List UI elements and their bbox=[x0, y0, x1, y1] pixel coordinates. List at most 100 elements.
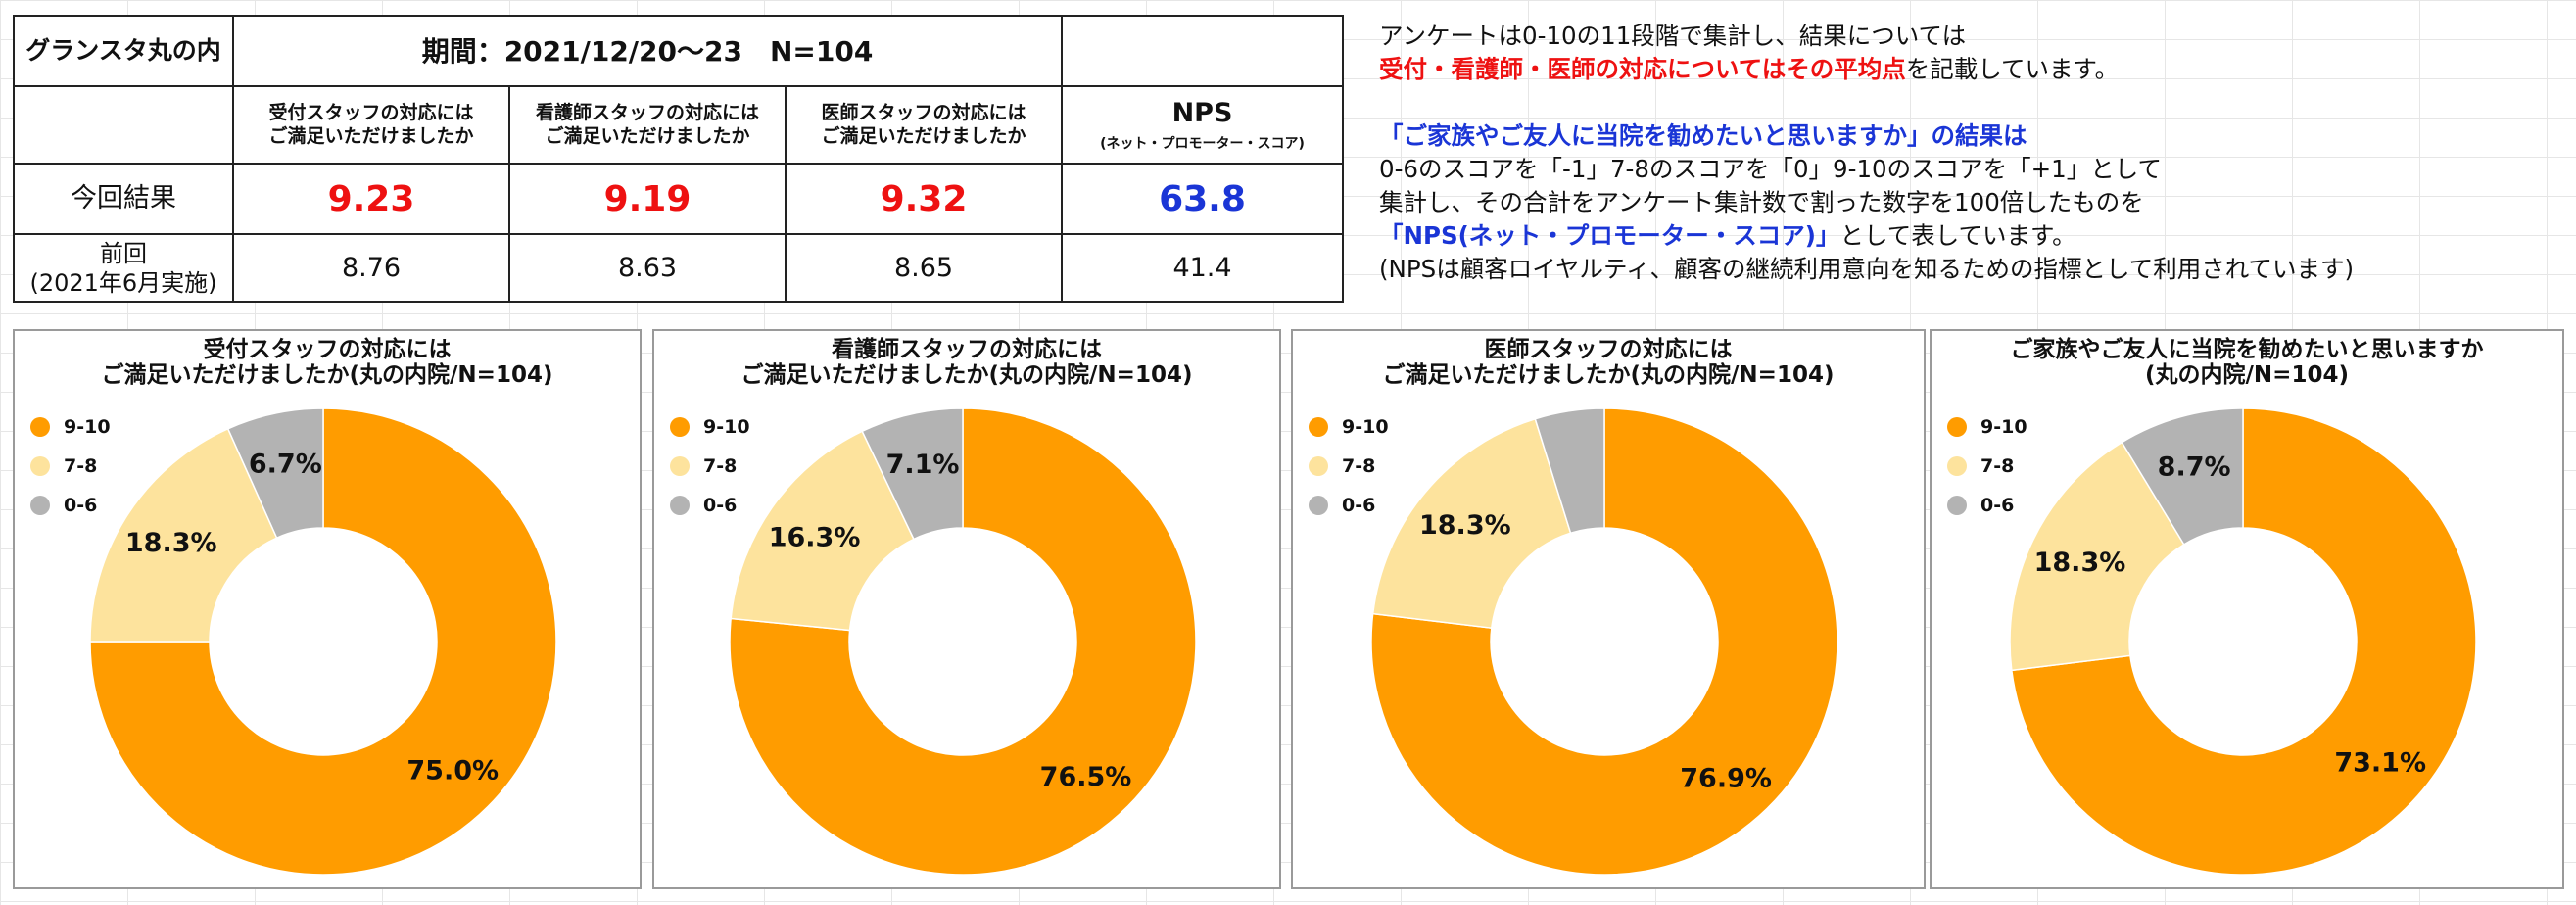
previous-label-line: (2021年6月実施) bbox=[29, 268, 217, 297]
note-line: 集計し、その合計をアンケート集計数で割った数字を100倍したものを bbox=[1379, 188, 2144, 216]
slice-7-8 bbox=[730, 430, 915, 632]
slice-0-6 bbox=[861, 407, 964, 541]
donut-chart: 73.1% 18.3% 8.7% bbox=[2009, 407, 2477, 876]
note-line: 「NPS(ネット・プロモーター・スコア)」として表しています。 bbox=[1379, 219, 2564, 253]
legend-item-9-10: 9-10 bbox=[1309, 407, 1389, 447]
slice-9-10 bbox=[2010, 407, 2477, 876]
legend-item-7-8: 7-8 bbox=[1947, 447, 2027, 486]
note-line: アンケートは0-10の11段階で集計し、結果については bbox=[1379, 22, 1967, 50]
legend-label: 9-10 bbox=[1342, 416, 1389, 438]
question-line: ご満足いただけましたか bbox=[268, 124, 474, 147]
note-line: 受付・看護師・医師の対応についてはその平均点を記載しています。 bbox=[1379, 53, 2564, 86]
question-doctor: 医師スタッフの対応には ご満足いただけましたか bbox=[785, 85, 1063, 165]
note-text: を記載しています。 bbox=[1905, 55, 2120, 83]
chart-reception: 受付スタッフの対応には ご満足いただけましたか(丸の内院/N=104) 9-10… bbox=[13, 329, 642, 889]
legend-label: 7-8 bbox=[1980, 455, 2015, 477]
data-label-7-8: 18.3% bbox=[125, 528, 217, 558]
legend-item-7-8: 7-8 bbox=[1309, 447, 1389, 486]
data-label-0-6: 6.7% bbox=[249, 450, 322, 480]
chart-legend: 9-10 7-8 0-6 bbox=[1947, 407, 2027, 525]
data-label-0-6: 8.7% bbox=[2158, 452, 2231, 482]
legend-label: 9-10 bbox=[1980, 416, 2027, 438]
legend-label: 9-10 bbox=[64, 416, 111, 438]
note-line: (NPSは顧客ロイヤルティ、顧客の継続利用意向を知るための指標として利用されてい… bbox=[1379, 255, 2355, 283]
legend-item-7-8: 7-8 bbox=[670, 447, 750, 486]
current-reception-score: 9.23 bbox=[232, 163, 510, 235]
legend-item-0-6: 0-6 bbox=[670, 486, 750, 525]
data-label-9-10: 76.5% bbox=[1040, 762, 1132, 792]
legend-swatch bbox=[1947, 496, 1967, 515]
legend-swatch bbox=[670, 496, 690, 515]
question-line: 看護師スタッフの対応には bbox=[535, 101, 759, 123]
empty-cell bbox=[1061, 15, 1344, 87]
legend-label: 0-6 bbox=[703, 495, 738, 516]
donut-chart: 76.9% 18.3% bbox=[1370, 407, 1838, 876]
data-label-7-8: 16.3% bbox=[769, 522, 861, 552]
legend-label: 7-8 bbox=[64, 455, 98, 477]
question-reception: 受付スタッフの対応には ご満足いただけましたか bbox=[232, 85, 510, 165]
chart-nurse: 看護師スタッフの対応には ご満足いただけましたか(丸の内院/N=104) 9-1… bbox=[652, 329, 1281, 889]
data-label-9-10: 76.9% bbox=[1680, 763, 1772, 793]
legend-item-0-6: 0-6 bbox=[30, 486, 111, 525]
nps-title: NPS bbox=[1171, 97, 1233, 128]
question-line: 医師スタッフの対応には bbox=[821, 101, 1026, 123]
chart-legend: 9-10 7-8 0-6 bbox=[30, 407, 111, 525]
legend-swatch bbox=[670, 456, 690, 476]
legend-item-7-8: 7-8 bbox=[30, 447, 111, 486]
summary-table: グランスタ丸の内 期間：2021/12/20〜23 N=104 受付スタッフの対… bbox=[13, 15, 1344, 303]
legend-swatch bbox=[1947, 417, 1967, 437]
previous-label-line: 前回 bbox=[100, 239, 147, 267]
data-label-9-10: 75.0% bbox=[406, 756, 499, 786]
legend-swatch bbox=[1309, 417, 1328, 437]
chart-legend: 9-10 7-8 0-6 bbox=[1309, 407, 1389, 525]
legend-item-0-6: 0-6 bbox=[1947, 486, 2027, 525]
legend-item-9-10: 9-10 bbox=[30, 407, 111, 447]
legend-swatch bbox=[1309, 456, 1328, 476]
chart-title: 看護師スタッフの対応には ご満足いただけましたか(丸の内院/N=104) bbox=[740, 337, 1193, 388]
donut-chart: 76.5% 16.3% 7.1% bbox=[729, 407, 1197, 876]
note-highlight: 「NPS(ネット・プロモーター・スコア)」 bbox=[1379, 221, 1840, 250]
legend-label: 7-8 bbox=[703, 455, 738, 477]
chart-title: ご家族やご友人に当院を勧めたいと思いますか (丸の内院/N=104) bbox=[2010, 337, 2484, 388]
chart-recommend: ご家族やご友人に当院を勧めたいと思いますか (丸の内院/N=104) 9-10 7… bbox=[1930, 329, 2564, 889]
question-nurse: 看護師スタッフの対応には ご満足いただけましたか bbox=[508, 85, 787, 165]
legend-label: 9-10 bbox=[703, 416, 750, 438]
previous-results-row: 前回 (2021年6月実施) 8.76 8.63 8.65 41.4 bbox=[13, 233, 1344, 303]
data-label-0-6: 7.1% bbox=[886, 450, 960, 480]
current-doctor-score: 9.32 bbox=[785, 163, 1063, 235]
slice-9-10 bbox=[1370, 407, 1838, 876]
previous-label: 前回 (2021年6月実施) bbox=[13, 233, 234, 303]
current-label: 今回結果 bbox=[13, 163, 234, 235]
previous-nps-score: 41.4 bbox=[1061, 233, 1344, 303]
slice-0-6 bbox=[226, 407, 324, 540]
legend-label: 7-8 bbox=[1342, 455, 1376, 477]
slice-7-8 bbox=[2009, 441, 2185, 672]
slice-0-6 bbox=[2121, 407, 2244, 546]
chart-doctor: 医師スタッフの対応には ご満足いただけましたか(丸の内院/N=104) 9-10… bbox=[1291, 329, 1926, 889]
current-nurse-score: 9.19 bbox=[508, 163, 787, 235]
data-label-9-10: 73.1% bbox=[2334, 747, 2426, 778]
question-row: 受付スタッフの対応には ご満足いただけましたか 看護師スタッフの対応には ご満足… bbox=[13, 85, 1344, 165]
legend-item-9-10: 9-10 bbox=[1947, 407, 2027, 447]
donut-chart: 75.0% 18.3% 6.7% bbox=[89, 407, 557, 876]
note-highlight: 受付・看護師・医師の対応についてはその平均点 bbox=[1379, 55, 1906, 83]
survey-period: 期間：2021/12/20〜23 N=104 bbox=[232, 15, 1063, 87]
question-line: 受付スタッフの対応には bbox=[268, 101, 474, 123]
slice-9-10 bbox=[729, 407, 1197, 876]
slice-7-8 bbox=[1371, 417, 1572, 630]
nps-header: NPS (ネット・プロモーター・スコア) bbox=[1061, 85, 1344, 165]
legend-item-9-10: 9-10 bbox=[670, 407, 750, 447]
previous-reception-score: 8.76 bbox=[232, 233, 510, 303]
current-nps-score: 63.8 bbox=[1061, 163, 1344, 235]
data-label-7-8: 18.3% bbox=[2034, 548, 2126, 578]
current-results-row: 今回結果 9.23 9.19 9.32 63.8 bbox=[13, 163, 1344, 235]
data-label-7-8: 18.3% bbox=[1419, 510, 1511, 541]
legend-label: 0-6 bbox=[1342, 495, 1376, 516]
legend-label: 0-6 bbox=[64, 495, 98, 516]
empty-cell bbox=[13, 85, 234, 165]
store-name: グランスタ丸の内 bbox=[13, 15, 234, 87]
previous-nurse-score: 8.63 bbox=[508, 233, 787, 303]
legend-swatch bbox=[670, 417, 690, 437]
note-line: 「ご家族やご友人に当院を勧めたいと思いますか」の結果は bbox=[1379, 121, 2027, 150]
legend-swatch bbox=[30, 496, 50, 515]
